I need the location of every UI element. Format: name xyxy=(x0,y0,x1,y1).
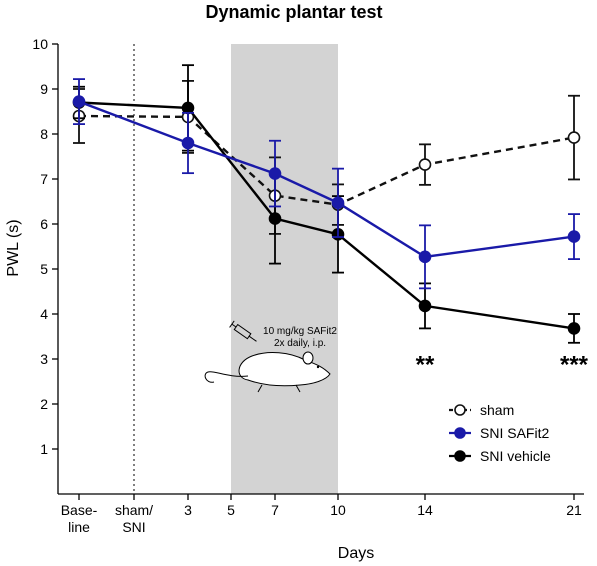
mouse-eye xyxy=(316,365,320,369)
significance-label: *** xyxy=(560,352,589,379)
series-line xyxy=(78,114,575,206)
series-layer: ** *** xyxy=(72,64,589,379)
legend-item: SNI SAFit2 xyxy=(449,425,549,441)
x-tick-label: Base- xyxy=(61,502,98,518)
data-point xyxy=(72,95,86,108)
data-point xyxy=(418,250,432,264)
y-tick-label: 8 xyxy=(40,126,48,142)
x-tick-label: 7 xyxy=(271,502,279,518)
y-tick-label: 9 xyxy=(40,81,48,97)
series-line xyxy=(78,100,575,259)
y-tick-label: 1 xyxy=(40,441,48,457)
data-point xyxy=(567,131,581,144)
syringe-handle xyxy=(229,320,235,328)
y-tick-label: 5 xyxy=(40,261,48,277)
y-tick-label: 2 xyxy=(40,396,48,412)
syringe-barrel xyxy=(233,323,252,340)
legend-swatch-marker xyxy=(454,427,466,439)
data-point xyxy=(181,101,195,115)
mouse-body xyxy=(238,352,331,387)
data-point xyxy=(181,136,195,150)
mouse-leg xyxy=(295,384,301,393)
legend-item: sham xyxy=(449,402,514,418)
chart-title: Dynamic plantar test xyxy=(205,2,382,22)
x-tick-label: 5 xyxy=(227,502,235,518)
syringe-icon xyxy=(229,320,257,342)
x-tick-label: 21 xyxy=(566,502,582,518)
legend-swatch-marker xyxy=(454,404,466,416)
data-point xyxy=(418,299,432,313)
data-point xyxy=(331,196,345,210)
legend-swatch-marker xyxy=(454,450,466,462)
series-line xyxy=(78,101,575,330)
y-tick-label: 4 xyxy=(40,306,48,322)
data-point xyxy=(418,158,432,171)
data-point xyxy=(567,230,581,243)
data-point xyxy=(268,212,282,225)
y-tick-label: 10 xyxy=(32,36,48,52)
legend: sham SNI SAFit2 SNI vehicle xyxy=(449,402,551,464)
axes: 1 2 3 4 5 6 7 8 9 10 Base-line sham/SNI 3 5 7 10 14 21 xyxy=(32,36,584,535)
legend-label: SNI SAFit2 xyxy=(480,425,549,441)
x-tick-label: 3 xyxy=(184,502,192,518)
syringe-plunger xyxy=(231,323,237,328)
series-sni-safit2 xyxy=(72,78,581,290)
mouse-tail xyxy=(204,371,249,383)
x-tick-label: sham/ xyxy=(115,502,153,518)
y-axis-label: PWL (s) xyxy=(5,219,22,276)
y-tick-label: 7 xyxy=(40,171,48,187)
legend-label: SNI vehicle xyxy=(480,448,551,464)
mouse-leg xyxy=(257,384,263,393)
mouse-icon xyxy=(204,351,331,393)
annotation-text: 2x daily, i.p. xyxy=(274,338,326,349)
x-tick-label: 14 xyxy=(417,502,433,518)
syringe-needle xyxy=(248,335,257,342)
y-tick-label: 3 xyxy=(40,351,48,367)
x-axis-label: Days xyxy=(338,545,374,562)
legend-label: sham xyxy=(480,402,514,418)
x-tick-label: SNI xyxy=(122,519,145,535)
x-tick-label: line xyxy=(68,519,90,535)
data-point xyxy=(268,167,282,180)
legend-item: SNI vehicle xyxy=(449,448,551,464)
annotation-text: 10 mg/kg SAFit2 xyxy=(263,326,337,337)
x-tick-label: 10 xyxy=(330,502,346,518)
data-point xyxy=(567,322,581,335)
significance-label: ** xyxy=(416,352,435,379)
y-tick-label: 6 xyxy=(40,216,48,232)
treatment-window-shading xyxy=(231,44,338,494)
mouse-ear xyxy=(302,351,314,365)
